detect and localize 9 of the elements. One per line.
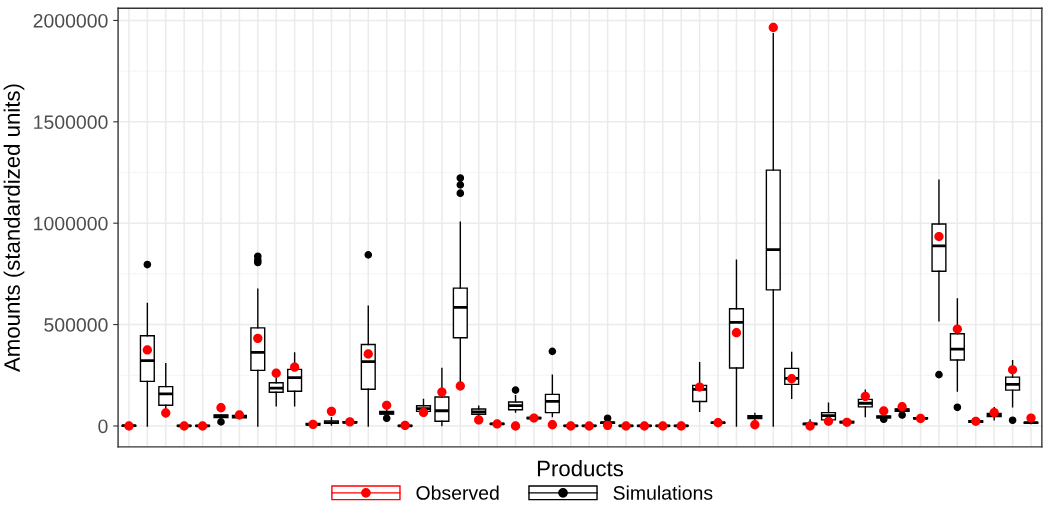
y-tick-label: 500000: [44, 318, 108, 332]
legend-label: Simulations: [613, 485, 713, 500]
y-tick-label: 1500000: [34, 115, 108, 130]
x-axis-title: Products: [537, 460, 624, 477]
y-axis-title: Amounts (standardized units): [3, 84, 25, 373]
legend-label: Observed: [416, 485, 499, 500]
y-tick-label: 2000000: [33, 13, 108, 28]
y-tick-label: 1000000: [34, 216, 108, 231]
y-tick-label: 0: [98, 419, 108, 434]
